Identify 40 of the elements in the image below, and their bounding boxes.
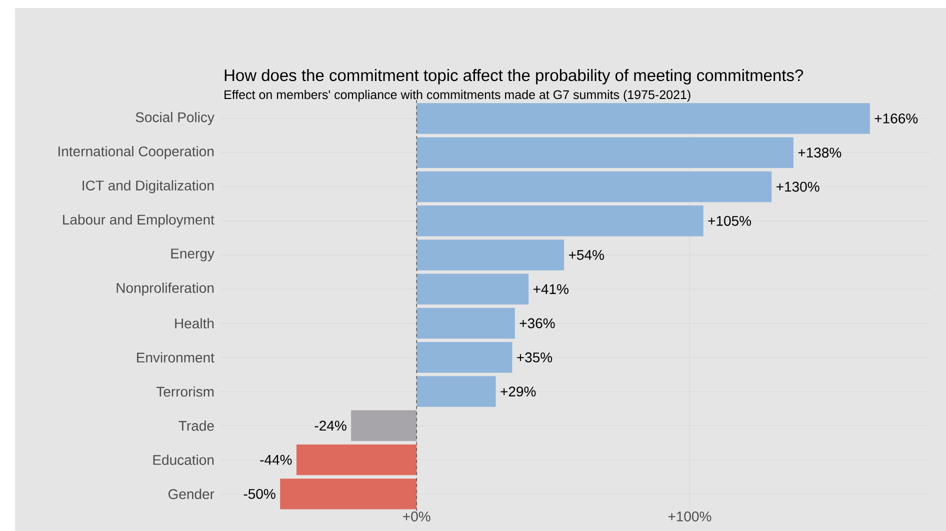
data-label: +36% [520, 318, 555, 328]
y-tick-label: ICT and Digitalization [82, 180, 214, 194]
bar [416, 171, 772, 202]
y-tick-label: Social Policy [136, 112, 214, 125]
data-label: +29% [500, 386, 536, 396]
data-label: +35% [517, 352, 552, 362]
bar [416, 308, 515, 339]
data-label: -24% [314, 420, 346, 431]
y-tick-label: Environment [137, 352, 214, 363]
y-tick-label: Trade [178, 420, 214, 431]
y-tick-label: Education [153, 454, 214, 465]
bar [416, 137, 794, 168]
y-tick-label: Labour and Employment [63, 214, 214, 228]
chart-title: How does the commitment topic affect the probability of meeting commitments? [224, 69, 804, 84]
chart-subtitle: Effect on members' compliance with commitments made at G7 summits (1975-2021) [224, 90, 690, 102]
bar [416, 376, 496, 407]
data-label: -50% [244, 488, 276, 499]
y-tick-label: International Cooperation [58, 146, 214, 160]
bar [296, 444, 417, 476]
data-label: -44% [260, 454, 292, 465]
x-tick-label: +0% [403, 512, 430, 522]
x-tick-label: +100% [668, 512, 712, 522]
data-label: +138% [798, 148, 842, 158]
bar [280, 478, 417, 510]
data-label: +166% [874, 114, 918, 124]
y-tick-label: Terrorism [156, 386, 214, 397]
data-label: +130% [776, 182, 820, 192]
bar [416, 240, 564, 270]
bar [416, 342, 512, 373]
y-tick-label: Energy [171, 248, 214, 262]
bar [416, 103, 870, 134]
bar [416, 206, 704, 236]
y-tick-label: Gender [168, 488, 214, 500]
y-tick-label: Health [175, 318, 214, 328]
y-tick-label: Nonproliferation [116, 282, 214, 296]
data-label: +105% [708, 216, 752, 226]
data-label: +41% [533, 284, 568, 294]
bar [416, 274, 529, 304]
data-label: +54% [568, 250, 604, 260]
bar [351, 410, 417, 442]
